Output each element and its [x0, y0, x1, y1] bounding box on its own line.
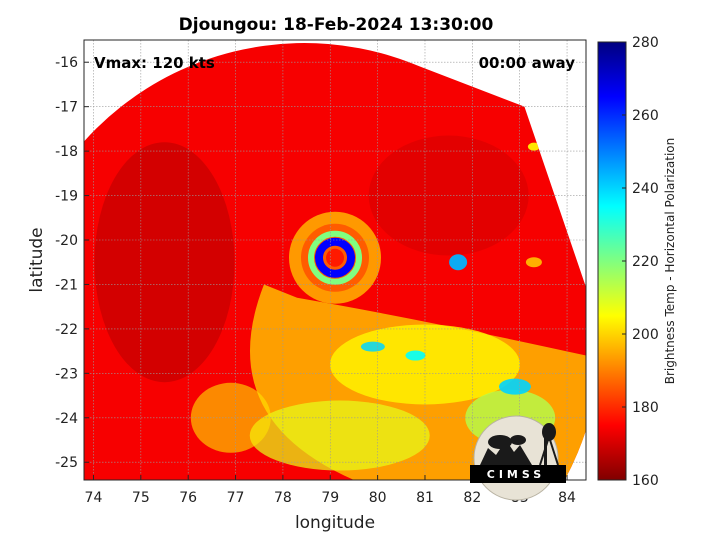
- x-tick-label: 79: [321, 490, 339, 506]
- y-tick-label: -24: [55, 411, 78, 427]
- eye: [326, 248, 344, 267]
- y-tick-label: -25: [55, 455, 78, 471]
- colorbar-tick-label: 260: [632, 108, 659, 124]
- rainband: [249, 400, 430, 471]
- convective-cell: [360, 341, 385, 352]
- time-offset-annotation: 00:00 away: [479, 54, 576, 72]
- y-tick-label: -21: [55, 277, 78, 293]
- eyewall-outer: [308, 230, 362, 285]
- colorbar-ticks: 280 260 240 220 200 180 160: [622, 35, 659, 489]
- cimss-logo: CIMSS: [470, 415, 566, 501]
- y-tick-label: -16: [55, 55, 78, 71]
- y-tick-label: -19: [55, 189, 78, 205]
- y-axis-ticks: -16 -17 -18 -19 -20 -21 -22 -23 -24 -25: [55, 55, 89, 471]
- convective-cell: [525, 257, 542, 268]
- colorbar-tick-label: 240: [632, 181, 659, 197]
- colorbar-label: Brightness Temp - Horizontal Polarizatio…: [663, 138, 677, 385]
- logo-text: CIMSS: [487, 468, 545, 481]
- x-tick-label: 75: [132, 490, 150, 506]
- x-tick-label: 81: [416, 490, 434, 506]
- colorbar-tick-label: 220: [632, 254, 659, 270]
- x-tick-label: 77: [227, 490, 245, 506]
- convective-cell: [527, 142, 540, 151]
- y-axis-label: latitude: [27, 227, 47, 292]
- x-tick-label: 78: [274, 490, 292, 506]
- y-tick-label: -18: [55, 144, 78, 160]
- y-tick-label: -20: [55, 233, 78, 249]
- x-tick-label: 84: [558, 490, 576, 506]
- colorbar-tick-label: 160: [632, 473, 659, 489]
- colorbar-tick-label: 280: [632, 35, 659, 51]
- clear-sky-region: [94, 142, 235, 383]
- convective-cell: [498, 378, 531, 395]
- x-tick-label: 82: [463, 490, 481, 506]
- x-tick-label: 74: [85, 490, 103, 506]
- clear-sky-region: [368, 135, 529, 256]
- rainband: [190, 382, 271, 453]
- colorbar-tick-label: 200: [632, 327, 659, 343]
- convective-cell: [405, 350, 426, 361]
- colorbar: [597, 41, 627, 481]
- y-tick-label: -23: [55, 366, 78, 382]
- x-axis-label: longitude: [295, 513, 375, 533]
- chart-title: Djoungou: 18-Feb-2024 13:30:00: [179, 15, 494, 35]
- x-tick-label: 80: [369, 490, 387, 506]
- x-axis-ticks: 7475767778798081828384: [85, 475, 576, 506]
- axes-frame: [83, 39, 587, 481]
- brightness-temp-swath: [84, 43, 586, 480]
- y-tick-label: -17: [55, 100, 78, 116]
- grid-lines: [84, 40, 586, 480]
- eyewall: [315, 237, 355, 278]
- x-tick-label: 76: [179, 490, 197, 506]
- vmax-annotation: Vmax: 120 kts: [94, 54, 215, 72]
- convective-cell: [449, 254, 468, 271]
- y-tick-label: -22: [55, 322, 78, 338]
- colorbar-tick-label: 180: [632, 400, 659, 416]
